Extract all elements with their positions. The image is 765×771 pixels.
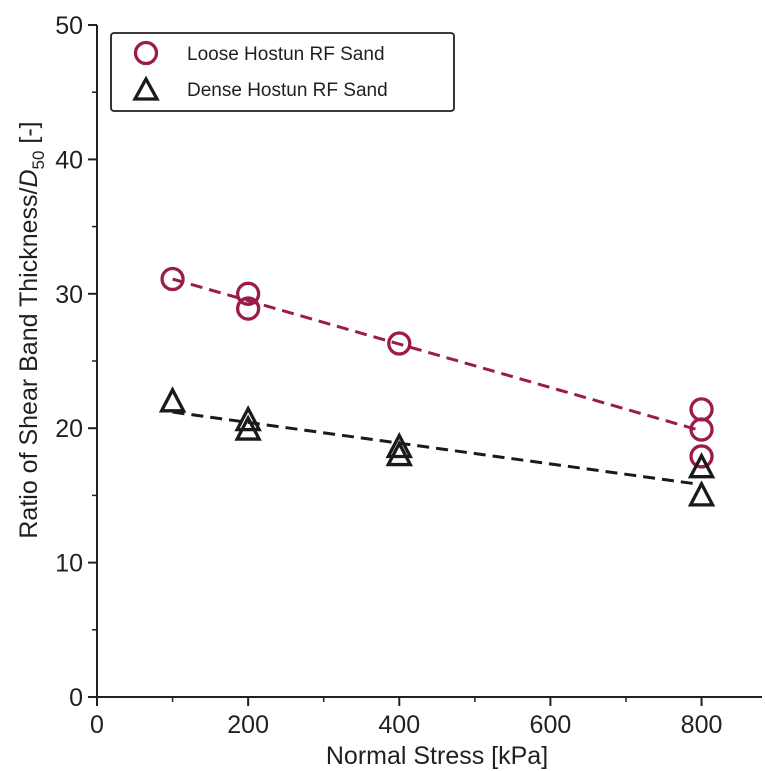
data-point-loose <box>689 397 714 422</box>
y-tick-label: 40 <box>55 146 83 174</box>
y-tick-label: 30 <box>55 281 83 309</box>
trendline-dense <box>172 410 702 487</box>
y-tick-label: 50 <box>55 12 83 40</box>
data-point-dense <box>687 480 716 507</box>
x-tick-label: 400 <box>378 711 420 739</box>
data-point-dense <box>385 440 413 467</box>
y-axis-title-symbol: D <box>15 169 43 187</box>
axes: 0 10 20 30 40 50 0 200 400 600 800 <box>55 12 762 739</box>
x-tick-label: 0 <box>90 711 104 739</box>
y-axis-title-subscript: 50 <box>29 151 48 170</box>
x-tick-label: 600 <box>530 711 572 739</box>
legend-box <box>110 32 455 112</box>
data-point-loose <box>689 444 714 469</box>
data-point-loose <box>689 417 714 442</box>
legend-marker-loose <box>133 40 159 66</box>
data-point-dense <box>234 414 262 441</box>
x-tick-label: 200 <box>227 711 269 739</box>
data-point-loose <box>387 331 412 356</box>
trendline-loose <box>172 277 702 433</box>
legend: Loose Hostun RF Sand Dense Hostun RF San… <box>110 32 455 112</box>
data-point-loose <box>235 296 261 321</box>
data-point-dense <box>234 405 262 432</box>
data-point-loose <box>160 266 185 292</box>
y-axis-title-unit: [-] <box>15 121 43 150</box>
data-point-dense <box>158 386 187 413</box>
x-tick-label: 800 <box>681 711 723 739</box>
y-axis-title-main: Ratio of Shear Band Thickness/ <box>15 187 43 538</box>
data-point-dense <box>687 452 716 479</box>
data-point-loose <box>235 281 261 306</box>
legend-marker-dense <box>132 75 160 101</box>
x-axis-title: Normal Stress [kPa] <box>326 742 548 770</box>
trendlines <box>172 277 702 487</box>
legend-label-loose: Loose Hostun RF Sand <box>187 44 385 65</box>
data-markers <box>158 266 716 507</box>
y-tick-label: 20 <box>55 415 83 443</box>
y-axis-title: Ratio of Shear Band Thickness/D50 [-] <box>15 121 48 538</box>
y-tick-label: 10 <box>55 550 83 578</box>
legend-label-dense: Dense Hostun RF Sand <box>187 80 388 101</box>
y-tick-label: 0 <box>69 684 83 712</box>
data-point-dense <box>385 431 413 459</box>
